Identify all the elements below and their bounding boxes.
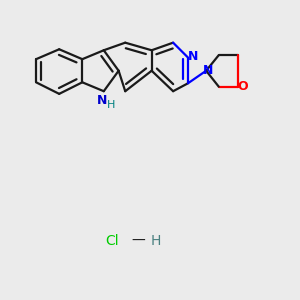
Text: N: N: [202, 64, 213, 77]
Text: N: N: [97, 94, 107, 107]
Text: H: H: [151, 234, 161, 248]
Text: Cl: Cl: [105, 234, 119, 248]
Text: N: N: [188, 50, 199, 63]
Text: —: —: [131, 234, 145, 248]
Text: H: H: [107, 100, 116, 110]
Text: O: O: [238, 80, 248, 93]
